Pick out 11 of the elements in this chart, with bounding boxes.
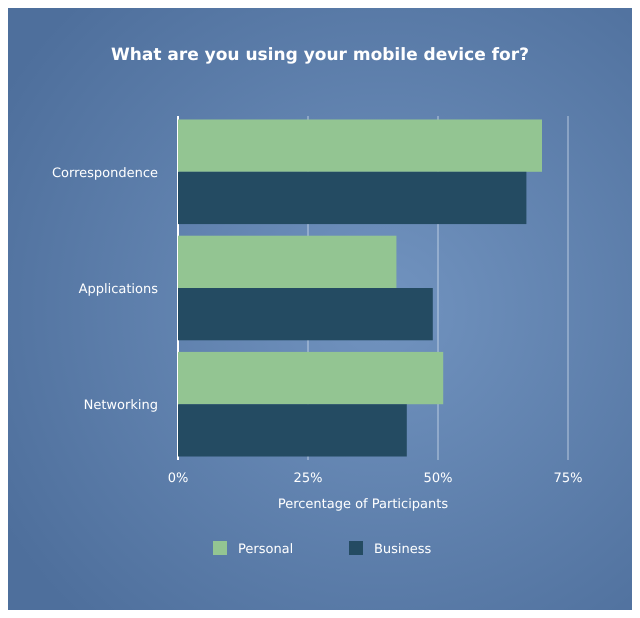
y-tick-label: Networking [84,398,158,414]
x-tick-label: 0% [168,471,188,486]
x-tick-label: 25% [294,471,322,486]
legend-label: Personal [238,542,294,557]
chart-title: What are you using your mobile device for? [111,45,529,65]
x-tick-label: 75% [554,471,582,486]
y-tick-label: Applications [78,282,158,297]
legend-label: Business [374,542,432,557]
x-axis-title: Percentage of Participants [278,497,448,512]
x-tick-label: 50% [424,471,452,486]
y-tick-label: Correspondence [52,166,158,181]
